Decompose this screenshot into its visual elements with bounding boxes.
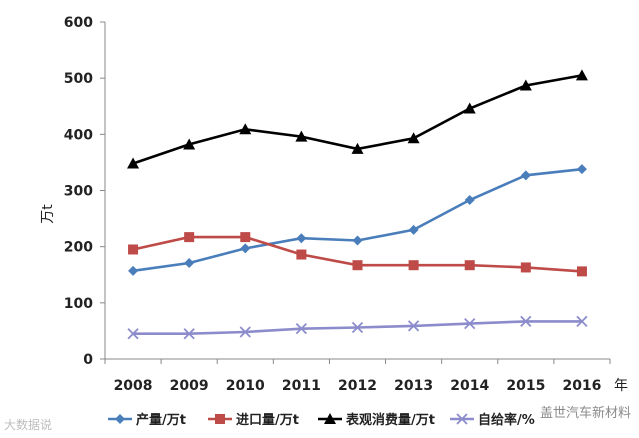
legend-marker	[215, 414, 225, 424]
legend-item-2: 表观消费量/万t	[318, 412, 435, 428]
legend-label: 自给率/%	[478, 412, 535, 428]
legend-label: 表观消费量/万t	[345, 412, 435, 428]
data-point	[575, 69, 588, 81]
data-point	[520, 315, 532, 328]
legend-label: 进口量/万t	[236, 413, 299, 428]
x-tick-label: 2015	[506, 378, 545, 394]
data-point	[184, 232, 195, 243]
x-tick-label: 2014	[450, 378, 489, 394]
x-tick-label: 2012	[338, 378, 377, 394]
legend: 产量/万t 进口量/万t 表观消费量/万t 自给率/%	[108, 412, 535, 428]
y-tick-label: 300	[64, 184, 93, 200]
legend-item-0: 产量/万t	[108, 412, 186, 428]
data-point	[464, 195, 475, 206]
data-point	[407, 320, 420, 332]
data-point	[407, 132, 420, 144]
legend-item-3: 自给率/%	[450, 412, 535, 428]
legend-label: 产量/万t	[136, 412, 186, 428]
data-point	[127, 157, 140, 169]
data-point	[352, 260, 363, 271]
y-axis-label: 万t	[40, 204, 56, 224]
data-point	[464, 260, 475, 271]
data-point	[184, 257, 195, 268]
y-tick-label: 400	[64, 127, 93, 143]
series-lines	[127, 69, 588, 340]
data-point	[183, 138, 196, 150]
series-3	[127, 315, 588, 340]
data-point	[128, 244, 139, 255]
data-point	[296, 249, 307, 260]
x-tick-label: 2011	[282, 378, 321, 394]
legend-marker	[324, 413, 336, 424]
x-tick-label: 2013	[394, 378, 433, 394]
data-point	[519, 79, 532, 91]
legend-marker	[115, 414, 125, 424]
y-tick-label: 100	[64, 296, 93, 312]
x-unit-label: 年	[614, 378, 628, 394]
data-point	[464, 317, 476, 330]
data-point	[296, 233, 307, 244]
legend-item-1: 进口量/万t	[208, 413, 299, 428]
x-tick-label: 2016	[562, 378, 601, 394]
data-point	[239, 123, 252, 135]
watermark-left: 大数据说	[4, 418, 53, 432]
y-tick-label: 600	[64, 15, 93, 31]
data-point	[239, 326, 251, 338]
data-point	[183, 328, 195, 340]
data-point	[576, 315, 588, 328]
x-tick-label: 2008	[114, 378, 153, 394]
data-point	[351, 142, 364, 154]
series-line	[132, 167, 583, 273]
watermark-right: 盖世汽车新材料	[540, 406, 632, 421]
y-tick-label: 0	[83, 352, 93, 368]
y-tick-label: 500	[64, 71, 93, 87]
y-tick-label: 200	[64, 240, 93, 256]
data-point	[352, 235, 363, 246]
data-point	[295, 323, 308, 335]
data-point	[127, 328, 139, 340]
x-tick-label: 2009	[170, 378, 209, 394]
data-point	[520, 170, 531, 181]
series-2	[127, 69, 588, 169]
series-0	[128, 164, 587, 276]
data-point	[128, 265, 139, 276]
data-point	[408, 224, 419, 235]
data-point	[295, 130, 308, 142]
data-point	[351, 321, 364, 334]
ticks: 0 100 200 300 400 500 600 2008 2009 2010 2011 2012 2…	[40, 15, 628, 394]
data-point	[408, 260, 419, 271]
data-point	[240, 243, 251, 254]
data-point	[463, 102, 476, 114]
data-point	[520, 262, 531, 273]
axes	[100, 21, 611, 364]
data-point	[576, 164, 587, 175]
data-point	[576, 266, 587, 277]
series-1	[128, 232, 587, 277]
data-point	[240, 232, 251, 243]
x-tick-label: 2010	[226, 378, 265, 394]
legend-marker	[456, 413, 468, 425]
